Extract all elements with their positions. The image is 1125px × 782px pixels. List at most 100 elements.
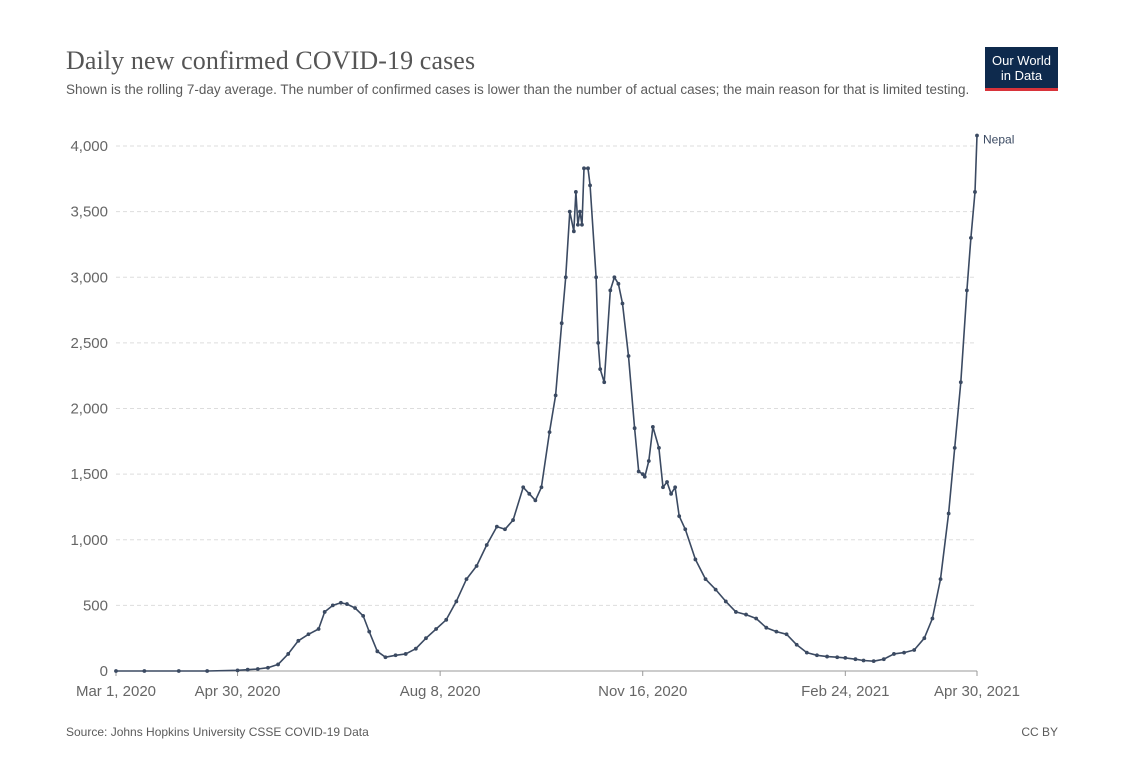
data-point [596, 340, 601, 345]
data-point [296, 638, 301, 643]
data-point [673, 485, 678, 490]
data-point [912, 648, 917, 652]
logo-line-2: in Data [1000, 68, 1043, 83]
data-point [393, 653, 398, 658]
data-point [403, 652, 408, 656]
data-point [484, 543, 489, 547]
data-point [576, 222, 580, 227]
source-note[interactable]: Source: Johns Hopkins University CSSE CO… [66, 725, 369, 739]
data-point [567, 209, 572, 214]
data-point [578, 209, 582, 214]
data-point [794, 642, 799, 647]
data-point [946, 511, 951, 516]
data-point [693, 557, 698, 562]
data-point [306, 632, 311, 637]
data-point [316, 627, 321, 631]
data-point [539, 485, 544, 490]
data-point [964, 288, 969, 293]
y-tick-label: 3,500 [70, 204, 108, 221]
data-point [527, 491, 532, 496]
data-point [835, 655, 840, 660]
data-point [952, 445, 957, 450]
data-point [286, 652, 291, 656]
y-axis-tick-labels: 0 500 1,000 1,500 2,000 2,500 3,000 3,500 4,000 [70, 138, 108, 680]
data-point [608, 288, 613, 293]
x-tick-label: Nov 16, 2020 [598, 683, 687, 700]
data-point [114, 669, 118, 673]
data-point [657, 445, 661, 450]
data-point [571, 229, 576, 234]
data-point [764, 625, 769, 630]
data-point [861, 658, 866, 663]
series-line [116, 135, 978, 672]
data-point [626, 354, 631, 358]
y-tick-label: 1,000 [70, 532, 108, 549]
data-point [825, 654, 829, 659]
license-link[interactable]: CC BY [1021, 725, 1058, 739]
data-point [669, 491, 673, 496]
data-point [559, 321, 564, 326]
data-point [734, 610, 738, 614]
data-point [640, 472, 645, 477]
data-point [235, 668, 240, 673]
data-point [563, 275, 568, 280]
y-tick-label: 3,000 [70, 269, 108, 286]
data-point [503, 527, 507, 532]
data-point [938, 577, 943, 582]
data-point [553, 393, 558, 398]
data-point [612, 275, 617, 280]
data-point [683, 527, 688, 532]
data-point [843, 655, 848, 660]
grid-lines [116, 145, 977, 606]
data-point [975, 133, 979, 138]
data-point [815, 653, 819, 658]
data-point [533, 498, 538, 503]
data-point [345, 602, 349, 606]
data-point [586, 166, 590, 171]
data-point [361, 613, 366, 618]
y-tick-label: 2,000 [70, 401, 108, 418]
data-point [511, 518, 515, 522]
data-point [602, 380, 607, 385]
data-point [632, 426, 637, 431]
y-tick-label: 500 [83, 597, 108, 614]
data-point [582, 166, 586, 171]
data-point [754, 616, 759, 621]
data-point [958, 380, 963, 385]
data-point [464, 577, 469, 582]
data-point [665, 480, 669, 484]
data-point [444, 617, 449, 622]
y-tick-label: 4,000 [70, 138, 108, 155]
data-point [804, 650, 809, 655]
data-point [338, 600, 343, 605]
data-point [434, 627, 438, 631]
data-point [573, 190, 578, 194]
data-point [636, 469, 641, 474]
data-point [620, 301, 625, 306]
data-point [580, 222, 584, 227]
data-point [383, 655, 388, 660]
series-nepal [114, 133, 979, 673]
data-point [646, 459, 651, 463]
data-point [594, 275, 599, 280]
data-point [413, 646, 418, 651]
data-point [367, 629, 372, 634]
data-point [713, 587, 718, 592]
data-point [650, 424, 655, 429]
data-point [774, 629, 779, 634]
data-point [871, 659, 876, 664]
series-label: Nepal [983, 133, 1014, 147]
x-tick-label: Aug 8, 2020 [400, 683, 481, 700]
data-point [266, 665, 270, 670]
data-point [521, 485, 526, 490]
data-point [598, 367, 603, 372]
data-point [245, 667, 250, 672]
data-point [454, 599, 459, 604]
data-point [881, 657, 886, 662]
data-point [255, 667, 260, 671]
data-point [723, 599, 728, 604]
data-point [330, 603, 335, 608]
data-point [494, 524, 499, 529]
data-point [375, 649, 380, 654]
our-world-in-data-logo[interactable]: Our World in Data [985, 47, 1058, 91]
